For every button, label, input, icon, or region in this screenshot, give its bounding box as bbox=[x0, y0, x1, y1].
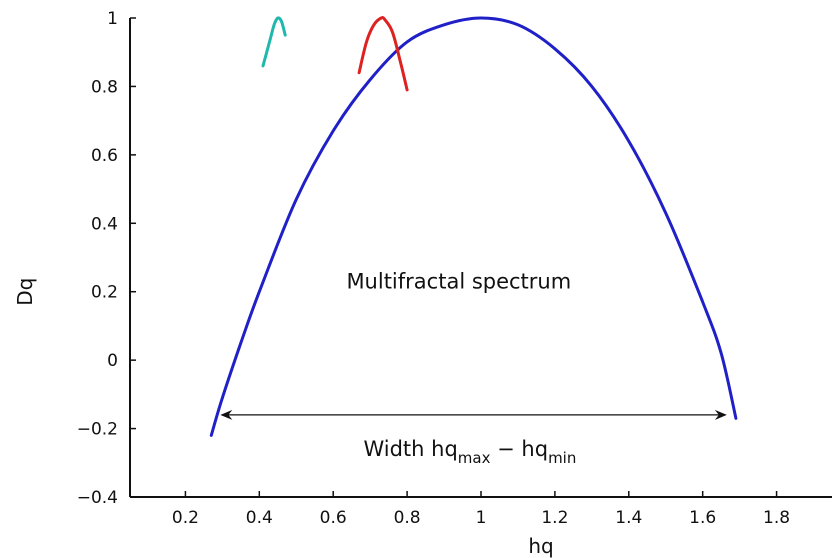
y-tick-label: 0.6 bbox=[91, 146, 118, 166]
width-label-prefix: Width hq bbox=[363, 437, 457, 461]
y-axis-label: Dq bbox=[13, 278, 37, 306]
y-ticks: −0.4 −0.2 0 0.2 0.4 0.6 0.8 1 bbox=[77, 9, 136, 508]
x-tick-label: 0.6 bbox=[320, 508, 347, 528]
x-tick-label: 1.2 bbox=[541, 508, 568, 528]
x-axis-label: hq bbox=[528, 534, 553, 558]
x-tick-label: 1.6 bbox=[689, 508, 716, 528]
y-tick-label: 0.8 bbox=[91, 77, 118, 97]
y-tick-label: 1 bbox=[107, 9, 118, 29]
x-tick-label: 1.8 bbox=[763, 508, 790, 528]
spectrum-label: Multifractal spectrum bbox=[346, 269, 571, 293]
series-layer bbox=[209, 16, 738, 437]
series-line-teal bbox=[261, 16, 287, 68]
x-tick-label: 1.4 bbox=[615, 508, 642, 528]
width-label-sub-max: max bbox=[458, 449, 491, 467]
x-tick-label: 0.8 bbox=[394, 508, 421, 528]
x-tick-label: 1 bbox=[476, 508, 487, 528]
x-tick-label: 0.2 bbox=[172, 508, 199, 528]
y-tick-label: 0.2 bbox=[91, 283, 118, 303]
width-label-sub-min: min bbox=[548, 449, 576, 467]
y-tick-label: 0.4 bbox=[91, 214, 118, 234]
axes bbox=[129, 18, 832, 498]
y-tick-label: −0.4 bbox=[77, 488, 118, 508]
x-tick-label: 0.4 bbox=[246, 508, 273, 528]
width-label-minus: − hq bbox=[490, 437, 548, 461]
y-tick-label: −0.2 bbox=[77, 420, 118, 440]
series-line-spectrum bbox=[209, 16, 738, 437]
width-label: Width hqmax − hqmin bbox=[363, 437, 576, 467]
series-line-red bbox=[357, 16, 409, 92]
y-tick-label: 0 bbox=[107, 351, 118, 371]
x-ticks: 0.2 0.4 0.6 0.8 1 1.2 1.4 1.6 1.8 bbox=[172, 491, 790, 528]
